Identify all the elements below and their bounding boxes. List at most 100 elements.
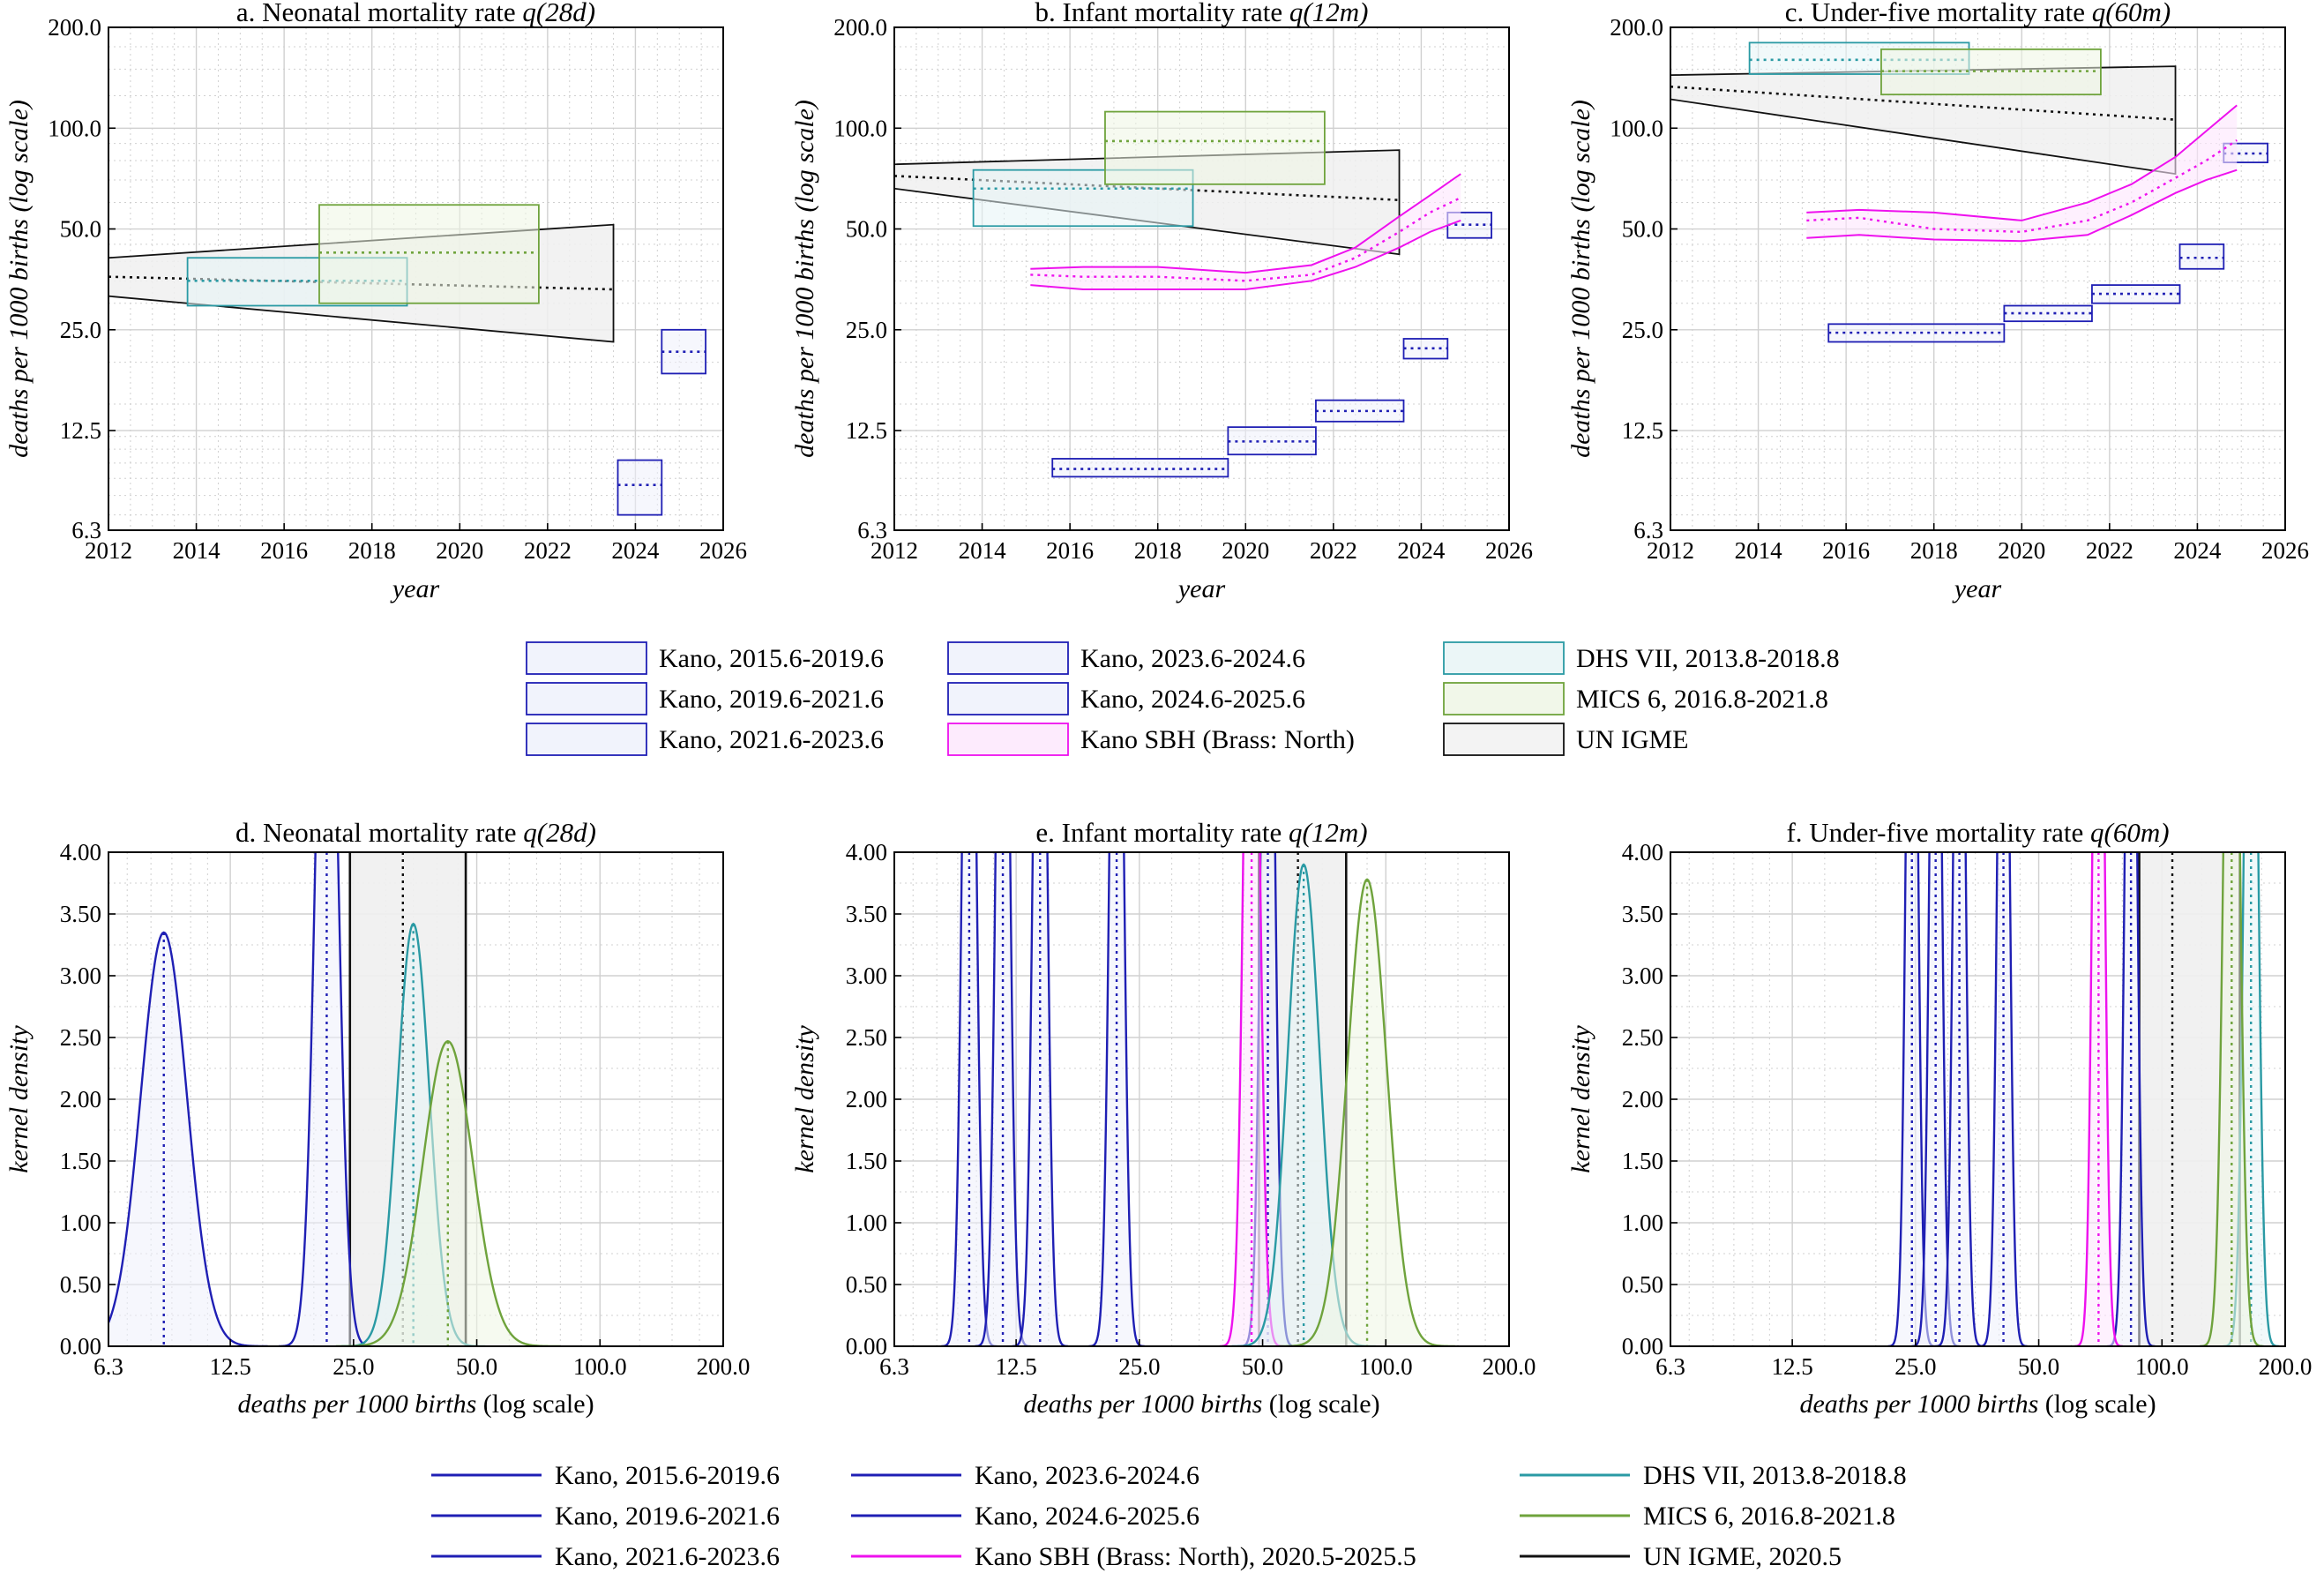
- density-fill: [341, 924, 486, 1346]
- y-tick-label: 50.0: [846, 216, 887, 243]
- sbh-lower-line: [1806, 169, 2238, 243]
- legend-label: Kano, 2024.6-2025.6: [975, 1502, 1199, 1531]
- legend-item: UN IGME: [1443, 723, 1689, 756]
- x-tick-label: 6.3: [1655, 1353, 1685, 1380]
- legend-item: Kano, 2015.6-2019.6: [526, 641, 884, 675]
- legend-swatch: [947, 682, 1069, 715]
- x-tick-label: 100.0: [1359, 1353, 1413, 1380]
- x-tick-label: 2020: [1222, 537, 1269, 564]
- y-tick-label: 200.0: [833, 14, 887, 41]
- y-tick-label: 3.00: [846, 963, 887, 989]
- legend-top: Kano, 2015.6-2019.6 Kano, 2023.6-2024.6 DH…: [526, 641, 1840, 756]
- sbh-median-line: [1806, 139, 2238, 234]
- chart-panel-b: 2012 2014 2016 2018 2020 2022 2024 2026 6.3 12.5 2…: [790, 0, 1533, 603]
- density-curve: [2199, 852, 2264, 1346]
- legend-item: Kano, 2021.6-2023.6: [431, 1542, 780, 1571]
- legend-label: Kano, 2023.6-2024.6: [1080, 644, 1305, 673]
- y-tick-label: 25.0: [60, 317, 101, 343]
- x-axis-label-main: deaths per 1000 births: [1023, 1389, 1262, 1419]
- x-tick-label: 2014: [173, 537, 221, 564]
- x-tick-label: 2026: [699, 537, 747, 564]
- chart-title-math: q(28d): [522, 0, 595, 27]
- estimate-box: [1880, 48, 2102, 96]
- x-tick-label: 6.3: [93, 1353, 123, 1380]
- y-tick-label: 4.00: [1622, 839, 1663, 865]
- density-curve: [1979, 852, 2028, 1346]
- legend-swatch: [526, 682, 647, 715]
- y-tick-label: 6.3: [71, 517, 101, 543]
- plot-area: [941, 852, 1455, 1346]
- y-tick-label: 3.00: [1622, 963, 1663, 989]
- legend-label: Kano, 2019.6-2021.6: [659, 685, 884, 714]
- y-tick-label: 200.0: [1610, 14, 1663, 41]
- legend-item: MICS 6, 2016.8-2021.8: [1520, 1502, 1895, 1531]
- density-curve: [2074, 852, 2123, 1346]
- y-tick-label: 0.00: [1622, 1333, 1663, 1360]
- x-tick-label: 2012: [85, 537, 132, 564]
- legend-swatch: [526, 723, 647, 756]
- legend-label: DHS VII, 2013.8-2018.8: [1643, 1461, 1907, 1490]
- chart-title-text: c. Under-five mortality rate: [1785, 0, 2092, 27]
- legend-swatch: [947, 723, 1069, 756]
- x-tick-label: 2018: [1910, 537, 1958, 564]
- y-tick-label: 2.00: [60, 1086, 101, 1112]
- density-curve: [1935, 852, 1984, 1346]
- chart-title: b. Infant mortality rate q(12m): [1035, 0, 1369, 27]
- legend-swatch: [1443, 682, 1565, 715]
- x-tick-label: 12.5: [1771, 1353, 1812, 1380]
- legend-item: UN IGME, 2020.5: [1520, 1542, 1842, 1571]
- x-axis-label: deaths per 1000 births (log scale): [237, 1389, 594, 1419]
- y-tick-label: 1.50: [846, 1148, 887, 1174]
- legend-label: Kano, 2021.6-2023.6: [659, 725, 884, 754]
- legend-item: DHS VII, 2013.8-2018.8: [1520, 1461, 1907, 1490]
- x-tick-label: 2024: [2173, 537, 2222, 564]
- y-axis-label: deaths per 1000 births (log scale): [790, 100, 819, 458]
- estimate-box: [1051, 458, 1229, 478]
- x-tick-label: 2016: [1046, 537, 1094, 564]
- x-tick-label: 2016: [260, 537, 308, 564]
- y-tick-label: 12.5: [1622, 417, 1663, 444]
- sbh-median-line: [1030, 196, 1461, 282]
- legend-label: UN IGME: [1576, 725, 1689, 754]
- density-curve: [1088, 852, 1145, 1346]
- x-axis-label-suffix: (log scale): [476, 1389, 594, 1419]
- y-tick-label: 0.00: [60, 1333, 101, 1360]
- x-axis-label-suffix: (log scale): [1262, 1389, 1379, 1419]
- y-tick-label: 3.50: [846, 901, 887, 927]
- sbh-band: [1806, 105, 2238, 242]
- chart-panel-d: 6.3 12.5 25.0 50.0 100.0 200.0 0.00 0.50 1.00 1.5…: [4, 817, 751, 1419]
- x-tick-label: 200.0: [697, 1353, 751, 1380]
- x-axis-label-main: deaths per 1000 births: [237, 1389, 476, 1419]
- legend-item: Kano, 2019.6-2021.6: [526, 682, 884, 715]
- y-tick-label: 1.00: [60, 1210, 101, 1236]
- x-axis-label: deaths per 1000 births (log scale): [1799, 1389, 2156, 1419]
- y-tick-label: 100.0: [833, 115, 887, 141]
- legend-label: Kano SBH (Brass: North): [1080, 725, 1355, 754]
- y-tick-label: 25.0: [846, 317, 887, 343]
- legend-swatch: [1443, 723, 1565, 756]
- legend-label: Kano, 2019.6-2021.6: [555, 1502, 780, 1531]
- legend-label: Kano, 2021.6-2023.6: [555, 1542, 780, 1571]
- x-tick-label: 25.0: [1894, 1353, 1936, 1380]
- y-tick-label: 0.50: [846, 1271, 887, 1298]
- x-tick-label: 2012: [1647, 537, 1694, 564]
- x-tick-label: 2014: [959, 537, 1007, 564]
- estimate-box: [318, 204, 540, 304]
- x-tick-label: 2020: [1998, 537, 2045, 564]
- chart-title: e. Infant mortality rate q(12m): [1035, 817, 1367, 848]
- x-tick-label: 2026: [1485, 537, 1533, 564]
- density-curve: [1012, 852, 1069, 1346]
- chart-title: c. Under-five mortality rate q(60m): [1785, 0, 2171, 27]
- x-tick-label: 2024: [1397, 537, 1446, 564]
- y-tick-label: 1.00: [1622, 1210, 1663, 1236]
- chart-panel-c: 2012 2014 2016 2018 2020 2022 2024 2026 6.3 12.5 2…: [1566, 0, 2309, 603]
- y-tick-label: 200.0: [48, 14, 101, 41]
- y-tick-label: 25.0: [1622, 317, 1663, 343]
- chart-panel-a: 2012 2014 2016 2018 2020 2022 2024 2026 6.3 12.5 2…: [4, 0, 747, 603]
- legend-item: Kano, 2019.6-2021.6: [431, 1502, 780, 1531]
- sbh-lower-line: [1030, 219, 1461, 291]
- x-tick-label: 2014: [1735, 537, 1783, 564]
- sbh-upper-line: [1030, 173, 1461, 274]
- x-tick-label: 50.0: [1242, 1353, 1283, 1380]
- legend-swatch: [526, 641, 647, 675]
